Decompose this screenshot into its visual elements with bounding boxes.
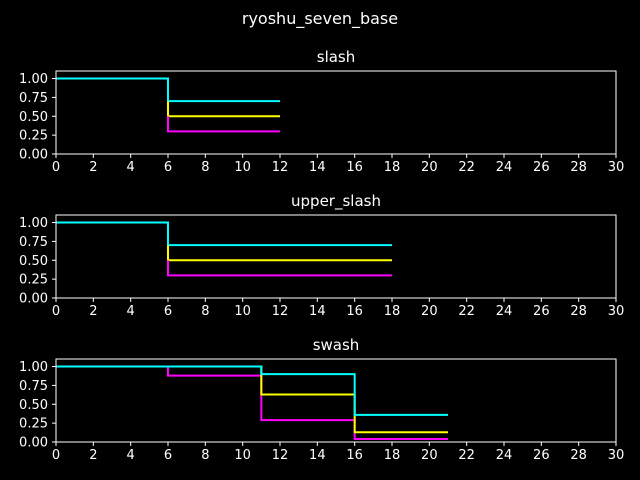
y-tick-label: 1.00 [19, 216, 48, 231]
axes-frame [55, 358, 617, 443]
x-tick-label: 18 [384, 448, 401, 463]
x-tick-label: 20 [421, 160, 438, 175]
figure-suptitle: ryoshu_seven_base [242, 9, 398, 29]
x-tick-label: 8 [201, 304, 209, 319]
subplot-title: slash [317, 48, 356, 66]
x-tick-label: 12 [272, 304, 289, 319]
x-tick-label: 28 [570, 304, 587, 319]
y-tick-label: 1.00 [19, 72, 48, 87]
x-tick-label: 30 [608, 304, 625, 319]
x-tick-label: 26 [533, 160, 550, 175]
x-tick-label: 26 [533, 304, 550, 319]
x-tick-label: 4 [127, 448, 135, 463]
x-tick-label: 14 [309, 304, 326, 319]
x-tick-label: 6 [164, 448, 172, 463]
x-tick-label: 22 [458, 304, 475, 319]
x-tick-label: 20 [421, 448, 438, 463]
x-tick-label: 6 [164, 160, 172, 175]
x-tick-label: 8 [201, 160, 209, 175]
axes-frame [55, 70, 617, 155]
x-tick-label: 0 [52, 448, 60, 463]
x-tick-label: 2 [89, 304, 97, 319]
x-tick-label: 28 [570, 160, 587, 175]
series-line-2 [167, 260, 392, 277]
y-tick-label: 0.75 [19, 379, 48, 394]
x-tick-label: 4 [127, 160, 135, 175]
axes-frame [55, 214, 617, 299]
x-tick-label: 26 [533, 448, 550, 463]
x-tick-label: 24 [496, 304, 513, 319]
x-tick-label: 30 [608, 448, 625, 463]
x-tick-label: 14 [309, 448, 326, 463]
y-tick-label: 0.50 [19, 254, 48, 269]
y-tick-label: 0.75 [19, 91, 48, 106]
x-tick-label: 14 [309, 160, 326, 175]
x-tick-label: 24 [496, 448, 513, 463]
x-tick-label: 16 [346, 304, 363, 319]
x-tick-label: 2 [89, 160, 97, 175]
x-tick-label: 10 [234, 160, 251, 175]
x-tick-label: 2 [89, 448, 97, 463]
y-tick-label: 0.00 [19, 436, 48, 451]
x-tick-label: 22 [458, 448, 475, 463]
x-tick-label: 10 [234, 304, 251, 319]
x-tick-label: 16 [346, 448, 363, 463]
x-tick-label: 10 [234, 448, 251, 463]
x-tick-label: 20 [421, 304, 438, 319]
x-tick-label: 12 [272, 160, 289, 175]
x-tick-label: 30 [608, 160, 625, 175]
series-line-0 [56, 221, 392, 247]
x-tick-label: 8 [201, 448, 209, 463]
subplot-title: upper_slash [291, 192, 381, 211]
series-line-0 [56, 365, 448, 440]
series-line-2 [56, 365, 448, 416]
y-tick-label: 0.50 [19, 110, 48, 125]
y-tick-label: 0.25 [19, 417, 48, 432]
y-tick-label: 0.00 [19, 292, 48, 307]
x-tick-label: 0 [52, 304, 60, 319]
x-tick-label: 0 [52, 160, 60, 175]
y-tick-label: 0.75 [19, 235, 48, 250]
subplot-title: swash [313, 336, 360, 354]
x-tick-label: 6 [164, 304, 172, 319]
y-tick-label: 0.25 [19, 129, 48, 144]
series-line-0 [56, 77, 280, 103]
x-tick-label: 18 [384, 304, 401, 319]
y-tick-label: 1.00 [19, 360, 48, 375]
x-tick-label: 4 [127, 304, 135, 319]
x-tick-label: 18 [384, 160, 401, 175]
y-tick-label: 0.50 [19, 398, 48, 413]
series-line-2 [167, 116, 280, 133]
x-tick-label: 24 [496, 160, 513, 175]
x-tick-label: 12 [272, 448, 289, 463]
x-tick-label: 22 [458, 160, 475, 175]
x-tick-label: 28 [570, 448, 587, 463]
x-tick-label: 16 [346, 160, 363, 175]
y-tick-label: 0.25 [19, 273, 48, 288]
y-tick-label: 0.00 [19, 148, 48, 163]
